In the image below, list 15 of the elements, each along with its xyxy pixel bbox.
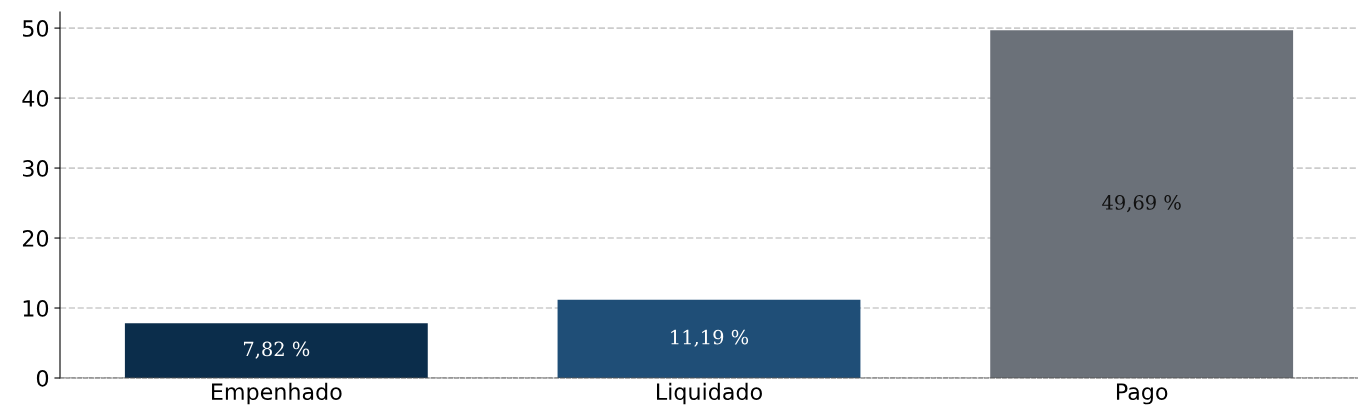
x-tick-label: Empenhado <box>212 382 342 405</box>
data-label: 11,19 % <box>671 329 749 347</box>
data-label: 49,69 % <box>1102 195 1181 213</box>
bar <box>124 323 428 378</box>
y-tick-label: 30 <box>23 160 49 177</box>
y-tick-label: 40 <box>22 90 49 107</box>
bar <box>990 30 1294 378</box>
x-tick-label: Pago <box>1116 383 1168 405</box>
data-label: 7,82 % <box>243 341 310 359</box>
y-tick-label: 0 <box>36 369 49 387</box>
x-tick-label: Liquidado <box>657 382 762 405</box>
y-tick-label: 20 <box>22 229 49 247</box>
y-tick-label: 10 <box>23 299 49 317</box>
bar <box>557 299 861 378</box>
y-tick-label: 50 <box>23 20 49 37</box>
